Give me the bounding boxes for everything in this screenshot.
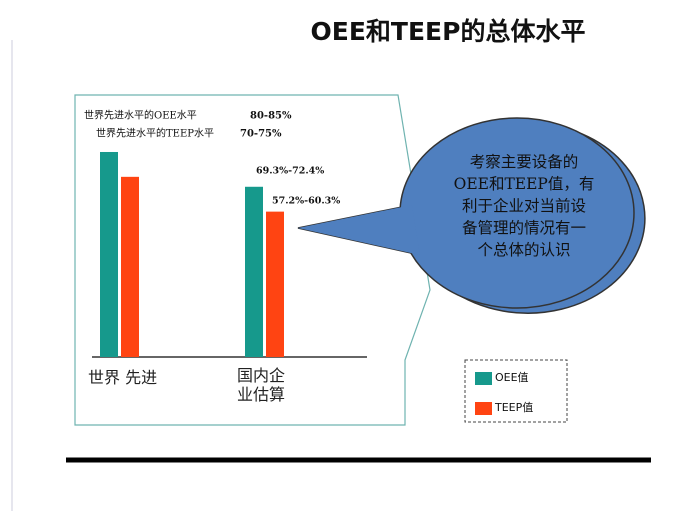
chart-frame <box>74 94 431 426</box>
legend-swatch <box>475 372 492 385</box>
bar <box>245 186 263 357</box>
annotation-range: 69.3%-72.4% <box>256 166 324 177</box>
legend-box <box>464 359 568 423</box>
annotation-label: 世界先进水平的OEE水平 <box>84 109 197 122</box>
callout-text: 备管理的情况有一 <box>462 219 586 237</box>
chart-title: OEE和TEEP的总体水平 <box>311 17 586 46</box>
callout-text: 利于企业对当前设 <box>462 197 586 215</box>
x-tick-label: 国内企业估算 <box>237 366 286 404</box>
bar <box>121 176 139 357</box>
legend-swatch <box>475 402 492 415</box>
x-tick-label: 世界 先进 <box>88 368 158 387</box>
bar <box>100 151 118 357</box>
annotation-range: 80-85% <box>250 111 292 122</box>
callout-text: 考察主要设备的 <box>470 153 579 171</box>
callout-tail <box>298 205 420 255</box>
legend-label: TEEP值 <box>494 401 533 414</box>
annotation-range: 70-75% <box>240 129 282 140</box>
callout-text: 个总体的认识 <box>477 241 570 259</box>
bar <box>266 211 284 357</box>
annotation-range: 57.2%-60.3% <box>272 196 340 207</box>
callout-text: OEE和TEEP值，有 <box>454 175 595 193</box>
legend-label: OEE值 <box>495 371 529 384</box>
annotation-label: 世界先进水平的TEEP水平 <box>96 127 214 140</box>
